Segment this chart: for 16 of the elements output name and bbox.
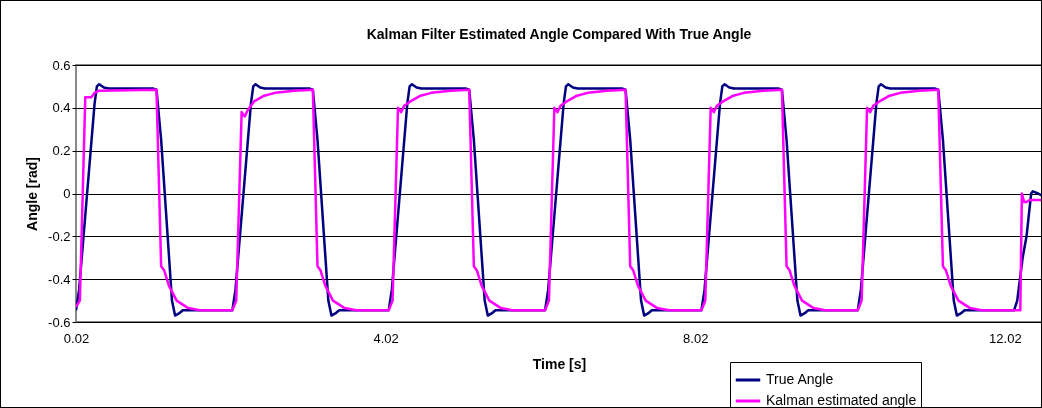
y-tick-label: 0.2 (52, 143, 71, 159)
x-axis-title: Time [s] (532, 355, 587, 372)
x-tick-label: 12.02 (989, 330, 1022, 346)
chart-title: Kalman Filter Estimated Angle Compared With True Angle (366, 26, 752, 42)
x-tick-label: 4.02 (373, 330, 399, 346)
y-tick-label: 0.6 (52, 57, 71, 73)
x-tick-label: 8.02 (683, 330, 709, 346)
legend-label: True Angle (766, 371, 834, 387)
y-tick-label: -0.4 (48, 271, 71, 287)
y-tick-label: 0.4 (52, 100, 71, 116)
y-axis-title: Angle [rad] (24, 157, 41, 231)
y-tick-label: -0.2 (48, 228, 71, 244)
y-tick-label: -0.6 (48, 314, 71, 330)
x-tick-label: 0.02 (63, 330, 90, 346)
y-tick-label: 0 (63, 186, 71, 201)
legend-label: Kalman estimated angle (766, 392, 917, 408)
